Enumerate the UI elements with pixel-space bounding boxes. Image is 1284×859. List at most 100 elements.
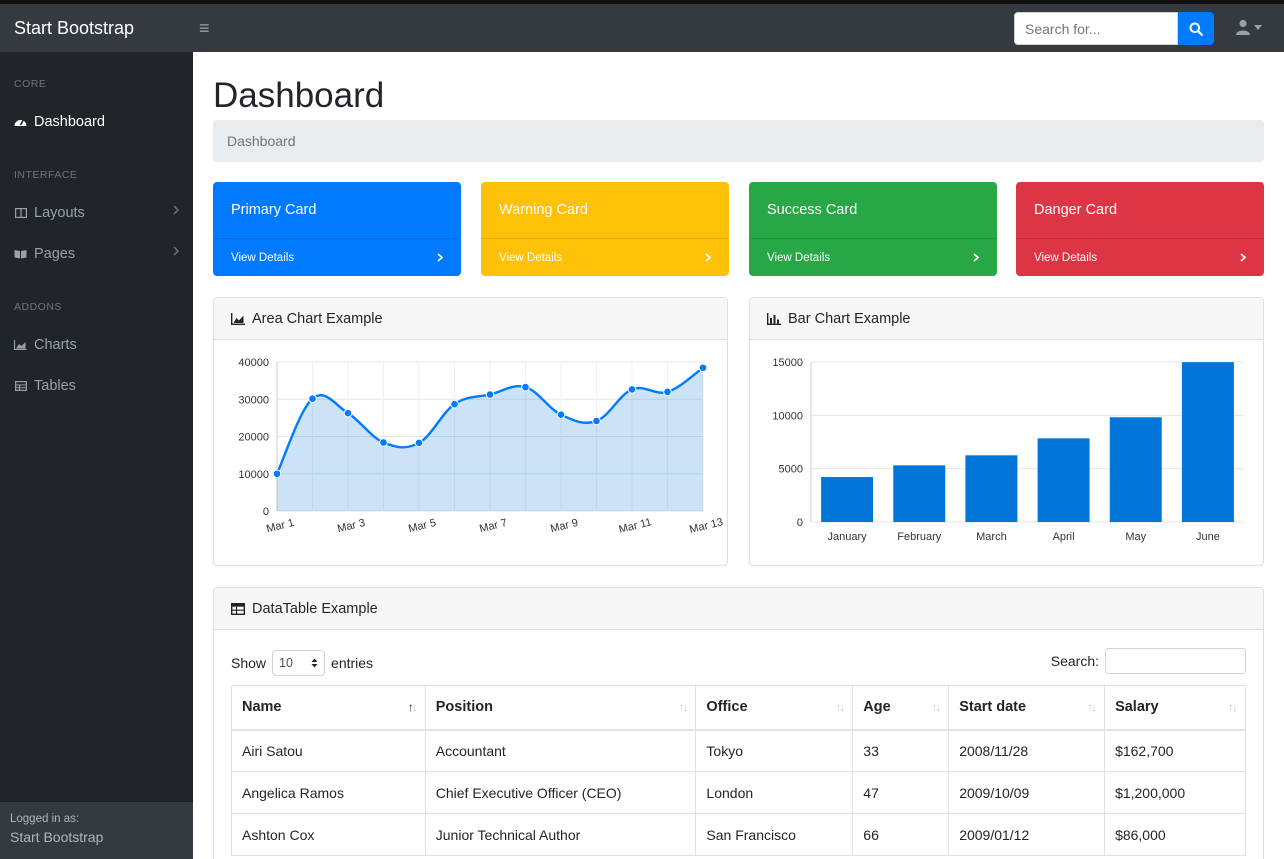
cell-name: Airi Satou bbox=[231, 729, 426, 772]
card-title: Warning Card bbox=[499, 202, 588, 218]
card-view-details-link[interactable]: View Details bbox=[749, 238, 997, 276]
column-label: Salary bbox=[1115, 699, 1159, 716]
y-tick-label: 40000 bbox=[238, 357, 269, 369]
entries-select-value: 10 bbox=[279, 656, 293, 670]
top-search-input[interactable] bbox=[1014, 12, 1178, 45]
caret-down-icon bbox=[1254, 24, 1262, 30]
bar-chart: 0 5000 10000 15000 January February March April… bbox=[772, 357, 1244, 543]
y-tick-label: 5000 bbox=[779, 464, 803, 476]
table-icon bbox=[231, 602, 245, 615]
card-link-label: View Details bbox=[767, 251, 831, 264]
column-header-salary[interactable]: Salary ↑↓ bbox=[1104, 685, 1246, 731]
card-view-details-link[interactable]: View Details bbox=[213, 238, 461, 276]
danger-card: Danger Card View Details bbox=[1016, 182, 1264, 276]
table-icon bbox=[14, 380, 27, 393]
sort-icon: ↑↓ bbox=[931, 700, 941, 714]
data-point bbox=[379, 438, 388, 447]
sidebar-item-layouts[interactable]: Layouts bbox=[0, 198, 193, 228]
column-header-position[interactable]: Position ↑↓ bbox=[424, 685, 697, 731]
sidebar-item-label: Tables bbox=[34, 378, 76, 394]
cell-office: Tokyo bbox=[695, 729, 854, 772]
bar-chart-panel: Bar Chart Example 0 5000 10000 15000 January… bbox=[749, 297, 1264, 566]
cell-office: London bbox=[695, 771, 854, 814]
data-table: Name ↑↓ Position ↑↓ Office ↑↓ Age ↑↓ Start d… bbox=[231, 685, 1246, 856]
select-arrows-icon bbox=[311, 658, 318, 668]
x-tick-label: Mar 9 bbox=[549, 517, 579, 535]
chevron-right-icon bbox=[1240, 253, 1246, 262]
column-label: Start date bbox=[959, 699, 1027, 716]
area-chart-panel: Area Chart Example 0 10000 20000 30000 40000… bbox=[213, 297, 728, 566]
cell-office: San Francisco bbox=[695, 813, 854, 856]
logged-in-label: Logged in as: bbox=[10, 813, 80, 825]
column-header-age[interactable]: Age ↑↓ bbox=[852, 685, 950, 731]
x-tick-label: Mar 13 bbox=[688, 516, 724, 536]
sidebar-item-dashboard[interactable]: Dashboard bbox=[0, 107, 193, 137]
sort-icon: ↑↓ bbox=[678, 700, 688, 714]
sidebar-footer: Logged in as: Start Bootstrap bbox=[0, 802, 193, 859]
sidebar-heading-addons: ADDONS bbox=[14, 301, 62, 313]
x-tick-label: June bbox=[1196, 531, 1220, 543]
cell-position: Chief Executive Officer (CEO) bbox=[424, 771, 697, 814]
x-tick-label: Mar 11 bbox=[618, 516, 653, 536]
card-title: Success Card bbox=[767, 202, 858, 218]
user-dropdown[interactable] bbox=[1236, 19, 1262, 35]
sort-icon: ↑↓ bbox=[1228, 700, 1238, 714]
cell-position: Junior Technical Author bbox=[424, 813, 697, 856]
data-point bbox=[698, 363, 708, 373]
top-search-button[interactable] bbox=[1178, 12, 1214, 45]
data-point bbox=[272, 469, 282, 479]
sidebar-item-label: Charts bbox=[34, 337, 77, 353]
book-icon bbox=[14, 248, 27, 261]
cell-position: Accountant bbox=[424, 729, 697, 772]
entries-select[interactable]: 10 bbox=[272, 650, 326, 676]
x-tick-label: February bbox=[897, 531, 942, 543]
y-tick-label: 15000 bbox=[772, 357, 803, 369]
datatable-title: DataTable Example bbox=[252, 600, 378, 617]
y-tick-label: 0 bbox=[263, 506, 269, 518]
sort-icon: ↑↓ bbox=[835, 700, 845, 714]
cell-name: Angelica Ramos bbox=[231, 771, 426, 814]
cell-salary: $1,200,000 bbox=[1104, 771, 1246, 814]
cell-start-date: 2009/01/12 bbox=[948, 813, 1106, 856]
card-link-label: View Details bbox=[499, 251, 563, 264]
table-row: Angelica Ramos Chief Executive Officer (… bbox=[231, 771, 1246, 814]
bar bbox=[1181, 362, 1234, 522]
success-card: Success Card View Details bbox=[749, 182, 997, 276]
brand-link[interactable]: Start Bootstrap bbox=[14, 17, 135, 38]
cell-start-date: 2008/11/28 bbox=[948, 729, 1106, 772]
table-row: Airi Satou Accountant Tokyo 33 2008/11/2… bbox=[231, 729, 1246, 772]
bar bbox=[893, 465, 946, 522]
y-tick-label: 20000 bbox=[238, 432, 269, 444]
x-tick-label: January bbox=[828, 531, 868, 543]
data-point bbox=[627, 385, 637, 394]
bar-chart-icon bbox=[767, 312, 781, 325]
sidebar-toggle-icon[interactable]: ≡ bbox=[199, 17, 210, 38]
datatable-panel: DataTable Example Show 10 entries Search… bbox=[213, 587, 1264, 859]
sort-asc-icon: ↑↓ bbox=[407, 700, 418, 714]
sidebar-item-tables[interactable]: Tables bbox=[0, 371, 193, 401]
column-header-office[interactable]: Office ↑↓ bbox=[695, 685, 854, 731]
column-header-start-date[interactable]: Start date ↑↓ bbox=[948, 685, 1106, 731]
chevron-right-icon bbox=[437, 253, 443, 262]
card-view-details-link[interactable]: View Details bbox=[1016, 238, 1264, 276]
top-search bbox=[1014, 12, 1214, 45]
user-icon bbox=[1236, 19, 1250, 35]
x-tick-label: May bbox=[1125, 531, 1146, 543]
column-header-name[interactable]: Name ↑↓ bbox=[231, 685, 426, 731]
data-point bbox=[521, 382, 530, 392]
table-search-input[interactable] bbox=[1105, 648, 1246, 674]
card-view-details-link[interactable]: View Details bbox=[481, 238, 729, 276]
table-header-row: Name ↑↓ Position ↑↓ Office ↑↓ Age ↑↓ Start d… bbox=[231, 685, 1246, 731]
bar-chart-header: Bar Chart Example bbox=[750, 298, 1263, 340]
sidebar-item-pages[interactable]: Pages bbox=[0, 239, 193, 269]
sort-icon: ↑↓ bbox=[1087, 700, 1097, 714]
cell-salary: $162,700 bbox=[1104, 729, 1246, 772]
bar bbox=[1109, 417, 1162, 522]
y-tick-label: 10000 bbox=[238, 469, 269, 481]
page-title: Dashboard bbox=[213, 76, 385, 115]
cell-age: 66 bbox=[852, 813, 950, 856]
table-row: Ashton Cox Junior Technical Author San F… bbox=[231, 813, 1246, 856]
sidebar-item-charts[interactable]: Charts bbox=[0, 330, 193, 360]
y-tick-label: 30000 bbox=[238, 394, 269, 406]
bar bbox=[821, 477, 874, 522]
